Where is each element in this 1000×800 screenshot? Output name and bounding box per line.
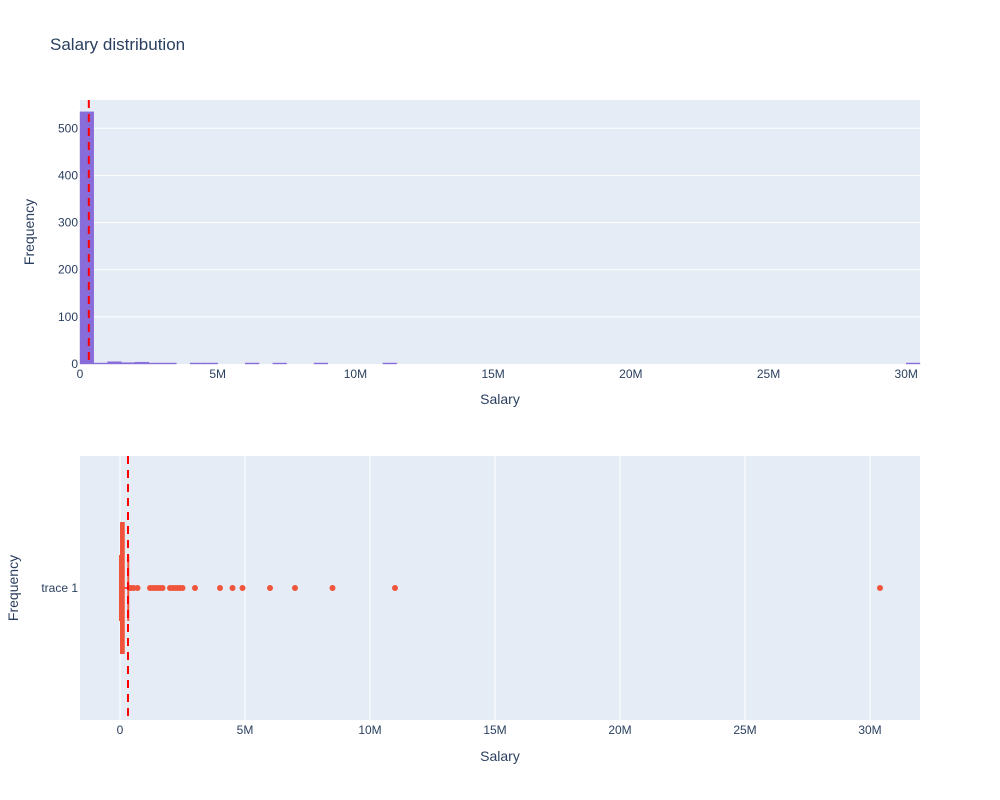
box-outlier-point bbox=[267, 585, 273, 591]
box-x-axis-title: Salary bbox=[480, 748, 520, 764]
box-x-tick-label: 0 bbox=[117, 723, 124, 737]
histogram-x-tick-label: 5M bbox=[209, 367, 226, 381]
histogram-bar bbox=[313, 362, 329, 365]
box-y-axis-title: Frequency bbox=[5, 555, 21, 621]
histogram-bar bbox=[906, 362, 921, 365]
histogram-y-tick-label: 400 bbox=[58, 168, 78, 182]
histogram-x-tick-label: 25M bbox=[757, 367, 780, 381]
histogram-y-tick-label: 500 bbox=[58, 121, 78, 135]
box-outlier-point bbox=[134, 585, 141, 591]
histogram-y-axis-title: Frequency bbox=[21, 199, 37, 265]
histogram-bar bbox=[382, 362, 397, 365]
box-outlier-points bbox=[127, 585, 883, 591]
histogram-bar bbox=[93, 362, 108, 365]
box-outlier-point bbox=[192, 585, 198, 591]
box-outlier-point bbox=[179, 585, 186, 591]
chart-title: Salary distribution bbox=[50, 35, 185, 54]
histogram-bar bbox=[203, 362, 218, 365]
box-x-tick-label: 15M bbox=[483, 723, 506, 737]
histogram-y-ticks: 0 100 200 300 400 500 bbox=[58, 121, 78, 371]
histogram-bar bbox=[121, 362, 136, 365]
histogram-panel: 0 5M 10M 15M 20M 25M 30M 0 100 200 300 400 500 Sala… bbox=[21, 100, 921, 407]
histogram-x-axis-title: Salary bbox=[480, 391, 520, 407]
histogram-y-tick-label: 200 bbox=[58, 263, 78, 277]
histogram-bar bbox=[79, 111, 94, 365]
box-plot-area bbox=[80, 456, 920, 720]
box-x-tick-label: 5M bbox=[237, 723, 254, 737]
box-outlier-point bbox=[392, 585, 398, 591]
box-x-tick-label: 30M bbox=[858, 723, 881, 737]
histogram-y-tick-label: 0 bbox=[71, 357, 78, 371]
histogram-bar bbox=[272, 362, 287, 365]
box-outlier-point bbox=[329, 585, 336, 591]
box-panel: 0 5M 10M 15M 20M 25M 30M trace 1 Salary Freque… bbox=[5, 456, 920, 764]
histogram-x-ticks: 0 5M 10M 15M 20M 25M 30M bbox=[77, 367, 918, 381]
histogram-x-tick-label: 20M bbox=[619, 367, 642, 381]
histogram-x-tick-label: 0 bbox=[77, 367, 84, 381]
histogram-gridlines bbox=[80, 127, 920, 318]
histogram-bars bbox=[79, 111, 921, 365]
histogram-plot-area bbox=[80, 100, 920, 364]
box-outlier-point bbox=[292, 585, 298, 591]
histogram-bar bbox=[189, 362, 205, 365]
box-category-label: trace 1 bbox=[41, 581, 78, 595]
histogram-bar bbox=[162, 362, 177, 365]
box-outlier-point bbox=[239, 585, 246, 591]
box-plot bbox=[119, 522, 130, 654]
histogram-x-tick-label: 15M bbox=[481, 367, 504, 381]
box-outlier-point bbox=[229, 585, 236, 591]
histogram-bar bbox=[245, 362, 260, 365]
histogram-bar bbox=[148, 362, 163, 365]
box-outlier-point bbox=[877, 585, 883, 591]
histogram-bar bbox=[107, 361, 122, 365]
box-outlier-point bbox=[217, 585, 223, 591]
histogram-x-tick-label: 30M bbox=[895, 367, 918, 381]
box-x-tick-label: 20M bbox=[608, 723, 631, 737]
box-outlier-point bbox=[159, 585, 166, 591]
box-x-tick-label: 10M bbox=[358, 723, 381, 737]
histogram-y-tick-label: 100 bbox=[58, 310, 78, 324]
box-x-tick-label: 25M bbox=[733, 723, 756, 737]
histogram-bar bbox=[134, 361, 150, 365]
box-x-ticks: 0 5M 10M 15M 20M 25M 30M bbox=[117, 723, 882, 737]
histogram-x-tick-label: 10M bbox=[344, 367, 367, 381]
histogram-y-tick-label: 300 bbox=[58, 216, 78, 230]
